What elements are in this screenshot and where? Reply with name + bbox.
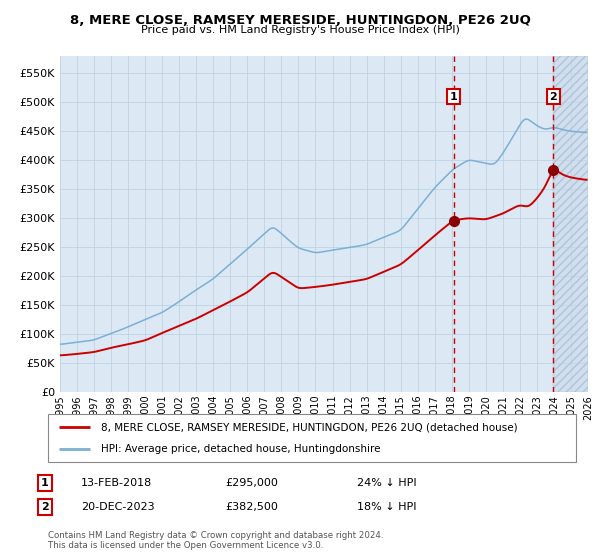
Bar xyxy=(553,56,588,392)
Text: 8, MERE CLOSE, RAMSEY MERESIDE, HUNTINGDON, PE26 2UQ (detached house): 8, MERE CLOSE, RAMSEY MERESIDE, HUNTINGD… xyxy=(101,422,517,432)
Text: 13-FEB-2018: 13-FEB-2018 xyxy=(81,478,152,488)
Text: HPI: Average price, detached house, Huntingdonshire: HPI: Average price, detached house, Hunt… xyxy=(101,444,380,454)
Bar xyxy=(553,56,588,392)
Text: 20-DEC-2023: 20-DEC-2023 xyxy=(81,502,155,512)
FancyBboxPatch shape xyxy=(48,414,576,462)
Text: 1: 1 xyxy=(450,91,458,101)
Text: 8, MERE CLOSE, RAMSEY MERESIDE, HUNTINGDON, PE26 2UQ: 8, MERE CLOSE, RAMSEY MERESIDE, HUNTINGD… xyxy=(70,14,530,27)
Text: £295,000: £295,000 xyxy=(225,478,278,488)
Text: Contains HM Land Registry data © Crown copyright and database right 2024.
This d: Contains HM Land Registry data © Crown c… xyxy=(48,531,383,550)
Text: 1: 1 xyxy=(41,478,49,488)
Text: £382,500: £382,500 xyxy=(225,502,278,512)
Text: 18% ↓ HPI: 18% ↓ HPI xyxy=(357,502,416,512)
Text: Price paid vs. HM Land Registry's House Price Index (HPI): Price paid vs. HM Land Registry's House … xyxy=(140,25,460,35)
Text: 2: 2 xyxy=(41,502,49,512)
Text: 24% ↓ HPI: 24% ↓ HPI xyxy=(357,478,416,488)
Text: 2: 2 xyxy=(550,91,557,101)
